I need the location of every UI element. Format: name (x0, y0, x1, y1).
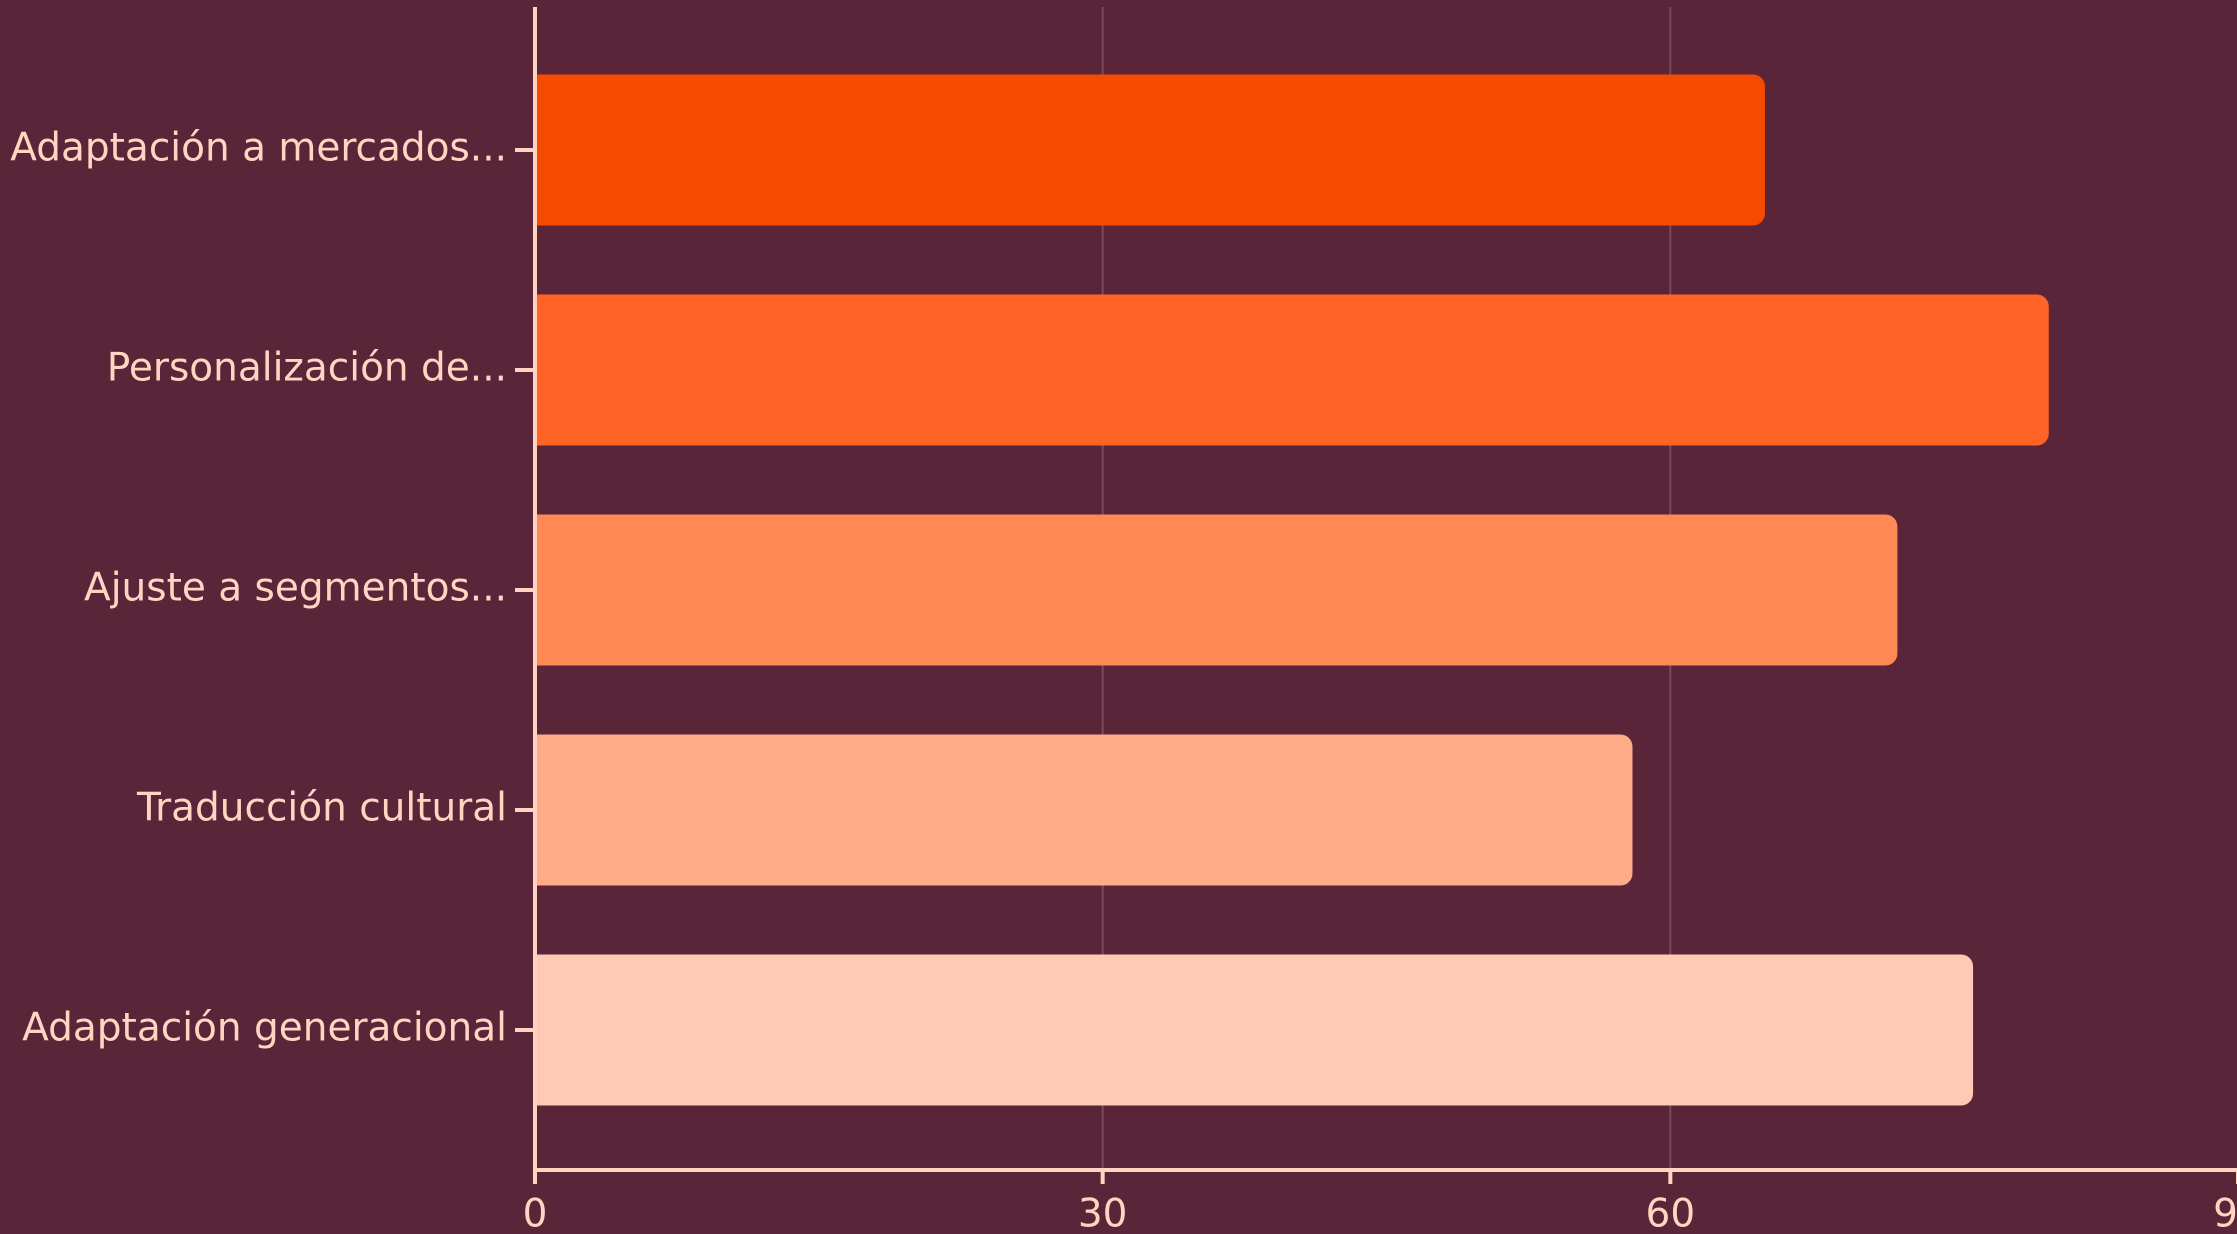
bar-base (535, 734, 555, 886)
y-tick-label: Adaptación generacional (22, 1006, 507, 1051)
bar (535, 294, 2049, 446)
x-tick-label: 60 (1646, 1192, 1696, 1234)
bar (535, 954, 1974, 1106)
x-tick-label: 90 (2213, 1192, 2237, 1234)
bar-base (535, 514, 555, 666)
bar-base (535, 294, 555, 446)
bar-base (535, 74, 555, 226)
bar (535, 74, 1765, 226)
y-tick-label: Adaptación a mercados... (10, 126, 507, 171)
y-tick-label: Personalización de... (107, 346, 507, 391)
bar-base (535, 954, 555, 1106)
y-tick-label: Ajuste a segmentos... (84, 566, 507, 611)
bar (535, 734, 1633, 886)
bar (535, 514, 1898, 666)
y-tick-label: Traducción cultural (136, 786, 507, 831)
x-tick-label: 0 (523, 1192, 548, 1234)
x-tick-label: 30 (1078, 1192, 1128, 1234)
